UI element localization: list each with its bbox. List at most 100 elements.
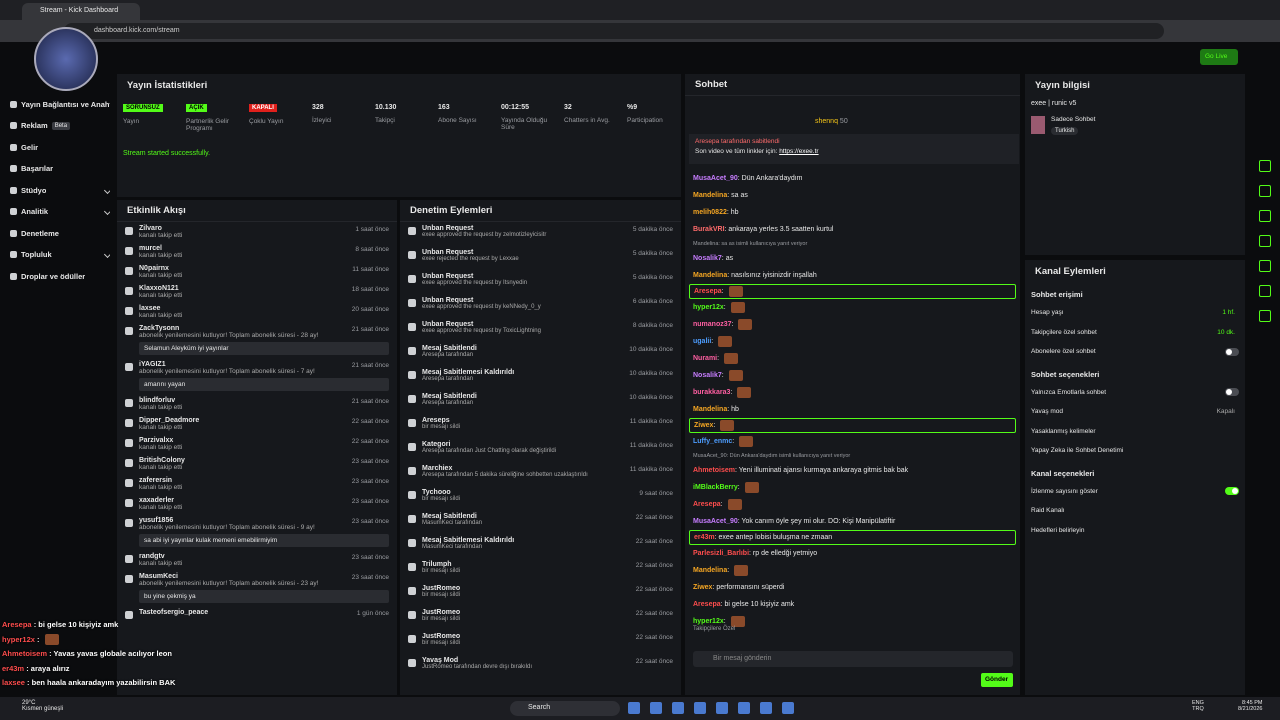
setting-row[interactable]: Yapay Zeka ile Sohbet Denetimi — [1025, 441, 1245, 461]
action-title: Mesaj Sabitlendi — [422, 345, 477, 352]
chat-user: Mandelina — [693, 567, 728, 574]
mod-action: Mesaj Sabitlendi MasumKeci tarafından 22 s… — [400, 510, 681, 534]
app-icon[interactable] — [760, 702, 772, 714]
app-icon[interactable] — [672, 702, 684, 714]
setting-row[interactable]: Yavaş mod Kapalı — [1025, 402, 1245, 422]
emote — [730, 615, 745, 627]
setting-row[interactable]: Abonelere özel sohbet — [1025, 342, 1245, 362]
nav-item[interactable]: Topluluk — [10, 247, 110, 263]
nav-item[interactable]: Denetleme — [10, 225, 110, 241]
action-detail: bir mesajı sildi — [422, 496, 461, 502]
event: Dipper_Deadmore kanalı takip etti 22 saat … — [117, 414, 397, 434]
setting-row[interactable]: Hedefleri belirleyin — [1025, 521, 1245, 541]
side-icon[interactable] — [1259, 160, 1271, 172]
side-icon[interactable] — [1259, 235, 1271, 247]
nav-item[interactable]: Stüdyo — [10, 182, 110, 198]
setting-row[interactable]: Yalnızca Emotlarla sohbet — [1025, 383, 1245, 403]
temp: 29°C — [22, 700, 36, 706]
send-button[interactable]: Gönder — [981, 673, 1013, 687]
setting-row[interactable]: Yasaklanmış kelimeler — [1025, 422, 1245, 442]
event-icon — [125, 499, 133, 507]
language: ENG TRQ — [1192, 700, 1204, 712]
chevron — [103, 207, 110, 216]
search-box[interactable]: Search — [510, 701, 620, 716]
side-icon[interactable] — [1259, 285, 1271, 297]
chat-message: BurakVRI: ankaraya yerles 3.5 saatten ku… — [693, 226, 834, 233]
chat-user: BurakVRI — [693, 226, 725, 233]
chat-text: sa as — [731, 192, 748, 199]
chat-text: nasılsınız iyisinizdir inşallah — [731, 272, 817, 279]
event-icon — [125, 307, 133, 315]
address-box[interactable]: dashboard.kick.com/stream — [64, 23, 1164, 39]
pinned-link[interactable]: https://exee.tr — [779, 148, 819, 155]
event-icon — [125, 439, 133, 447]
app-icon[interactable] — [782, 702, 794, 714]
chat-user: burakkara3 — [693, 389, 731, 396]
action-detail: exee approved the request by Itsnyedin — [422, 280, 528, 286]
chat-text: hb — [731, 406, 739, 413]
stat: 00:12:55 Yayında Olduğu Süre — [501, 102, 559, 131]
setting-row[interactable]: Hesap yaşı 1 hf. — [1025, 303, 1245, 323]
section-heading: Sohbet seçenekleri — [1031, 369, 1100, 379]
event-time: 22 saat önce — [351, 438, 389, 445]
chat-user: Ziwex — [693, 584, 713, 591]
action-time: 9 saat önce — [639, 490, 673, 497]
action-detail: Aresepa tarafından — [422, 400, 474, 406]
nav-label: Reklam — [21, 121, 48, 130]
overlay-user: Ahmetoisem — [2, 649, 48, 658]
lang2: TRQ — [1192, 706, 1204, 712]
side-icon[interactable] — [1259, 185, 1271, 197]
event: Parzivalxx kanalı takip etti 22 saat önce — [117, 434, 397, 454]
action-time: 8 dakika önce — [632, 322, 673, 329]
toggle[interactable] — [1225, 487, 1239, 496]
toggle[interactable] — [1225, 388, 1239, 397]
event-icon — [125, 327, 133, 335]
app-icon[interactable] — [650, 702, 662, 714]
chat-message: Aresepa: — [689, 284, 1016, 299]
action-body: JustRomeo bir mesajı sildi — [422, 633, 673, 646]
weather: 29°C Kısmen güneşli — [22, 700, 63, 712]
mod-action: Trilumph bir mesajı sildi 22 saat önce — [400, 558, 681, 582]
event-body: iYAGIZ1 abonelik yenilemesini kutluyor! T… — [139, 361, 389, 391]
toggle[interactable] — [1225, 347, 1239, 356]
chat-input[interactable]: Bir mesaj gönderin — [693, 651, 1013, 667]
setting-row[interactable]: Raid Kanalı — [1025, 501, 1245, 521]
action-icon — [408, 323, 416, 331]
chat-message: Aresepa: bi gelse 10 kişiyiz amk — [693, 601, 795, 608]
app-icon[interactable] — [694, 702, 706, 714]
nav-item[interactable]: Reklam Beta — [10, 118, 110, 134]
app-icon[interactable] — [628, 702, 640, 714]
action-icon — [408, 659, 416, 667]
nav-item[interactable]: Analitik — [10, 204, 110, 220]
side-icon[interactable] — [1259, 210, 1271, 222]
chat-text: ankaraya yerles 3.5 saatten kurtul — [728, 226, 834, 233]
event-body: xaxaderler kanalı takip etti — [139, 497, 389, 511]
stat-label: Yayın — [123, 118, 140, 125]
chat-user: Aresepa — [694, 288, 722, 295]
nav-item[interactable]: Yayın Bağlantısı ve Anahtarı — [10, 96, 110, 112]
action-title: Unban Request — [422, 249, 474, 256]
setting-label: İzlenme sayısını göster — [1031, 487, 1098, 495]
action-body: Kategori Aresepa tarafından Just Chatting… — [422, 441, 673, 454]
side-icon[interactable] — [1259, 310, 1271, 322]
setting-row[interactable]: Takipçilere özel sohbet 10 dk. — [1025, 323, 1245, 343]
chat-message: Ziwex: — [689, 418, 1016, 433]
action-body: Mesaj Sabitlemesi Kaldırıldı Aresepa tara… — [422, 369, 673, 382]
setting-row[interactable]: İzlenme sayısını göster — [1025, 482, 1245, 502]
event-desc: kanalı takip etti — [139, 232, 183, 239]
emote — [739, 435, 754, 447]
nav-item[interactable]: Droplar ve ödüller — [10, 268, 110, 284]
side-icon[interactable] — [1259, 260, 1271, 272]
event-body: yusuf1856 abonelik yenilemesini kutluyor!… — [139, 517, 389, 547]
stat-label: Takipçi — [375, 117, 395, 124]
nav-item[interactable]: Gelir — [10, 139, 110, 155]
tab[interactable]: Stream - Kick Dashboard — [22, 3, 140, 20]
app-icon[interactable] — [738, 702, 750, 714]
nav-item[interactable]: Başarılar — [10, 161, 110, 177]
go-live-button[interactable]: Go Live — [1200, 49, 1238, 65]
event-body: murcel kanalı takip etti — [139, 245, 389, 259]
action-body: Unban Request exee approved the request b… — [422, 273, 673, 286]
app-icon[interactable] — [716, 702, 728, 714]
setting-label: Hedefleri belirleyin — [1031, 526, 1085, 534]
